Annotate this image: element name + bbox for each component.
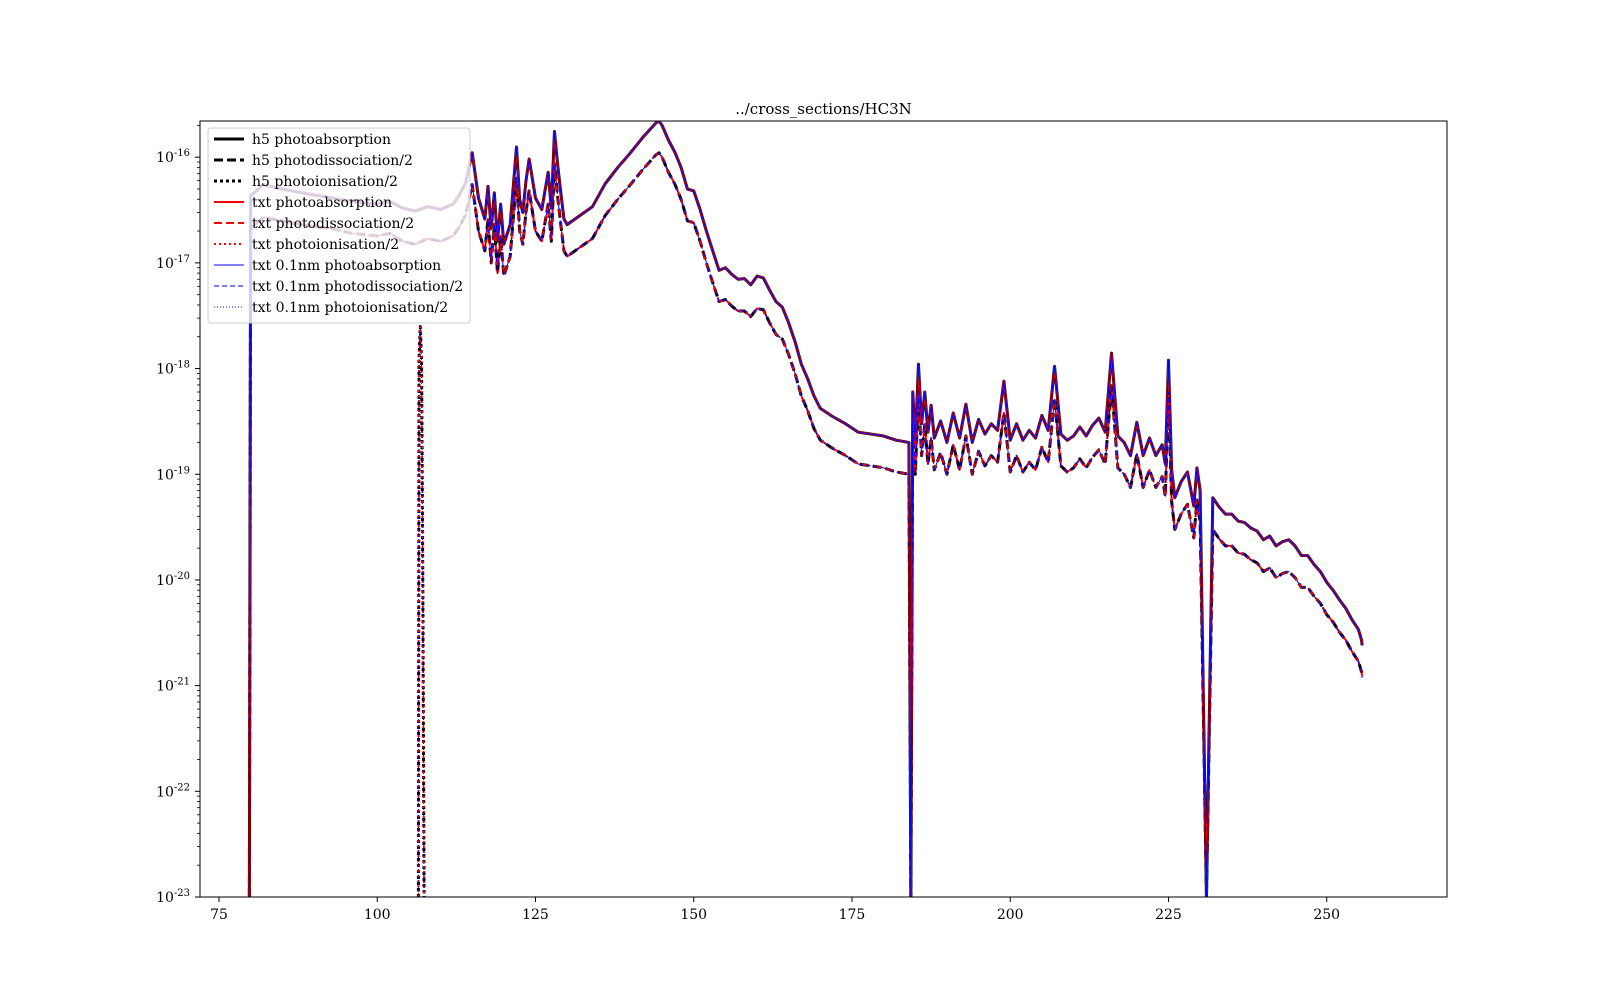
- legend-label-3: txt photoabsorption: [252, 195, 392, 211]
- y-tick-label-6: 10-17: [156, 254, 190, 272]
- legend-label-6: txt 0.1nm photoabsorption: [252, 258, 441, 274]
- plot-frame: [199, 120, 1448, 898]
- series-line-7: [248, 152, 1363, 897]
- y-tick-label-7: 10-16: [156, 148, 190, 166]
- series-line-8: [417, 326, 425, 897]
- x-axis: 75 100 125 150 175 200 225 250: [210, 897, 1340, 923]
- x-tick-label-4: 175: [839, 907, 866, 923]
- x-tick-label-3: 150: [680, 907, 707, 923]
- y-tick-label-0: 10-23: [156, 888, 190, 906]
- legend-label-0: h5 photoabsorption: [252, 132, 391, 148]
- legend-label-1: h5 photodissociation/2: [252, 153, 413, 169]
- y-tick-label-5: 10-18: [156, 360, 190, 378]
- y-tick-label-3: 10-20: [156, 571, 190, 589]
- y-axis: 10-23 10-22 10-21 10-20 10-19 10-18 10-17 10-16: [156, 124, 200, 906]
- series-line-6: [248, 121, 1363, 897]
- x-tick-label-0: 75: [210, 907, 228, 923]
- legend-label-5: txt photoionisation/2: [252, 237, 399, 253]
- x-tick-label-7: 250: [1313, 907, 1340, 923]
- x-tick-label-6: 225: [1155, 907, 1182, 923]
- y-tick-label-4: 10-19: [156, 465, 190, 483]
- chart-title: ../cross_sections/HC3N: [735, 100, 912, 118]
- series-layer: [247, 121, 1364, 897]
- y-tick-label-1: 10-22: [156, 782, 190, 800]
- x-tick-label-2: 125: [522, 907, 549, 923]
- x-tick-label-1: 100: [364, 907, 391, 923]
- x-tick-label-5: 200: [997, 907, 1024, 923]
- legend-label-8: txt 0.1nm photoionisation/2: [252, 300, 448, 316]
- legend-label-2: h5 photoionisation/2: [252, 174, 398, 190]
- legend-box: [207, 127, 471, 324]
- legend-label-4: txt photodissociation/2: [252, 216, 414, 232]
- legend-label-7: txt 0.1nm photodissociation/2: [252, 279, 463, 295]
- y-tick-label-2: 10-21: [156, 677, 190, 695]
- legend: h5 photoabsorption h5 photodissociation/2…: [207, 127, 471, 324]
